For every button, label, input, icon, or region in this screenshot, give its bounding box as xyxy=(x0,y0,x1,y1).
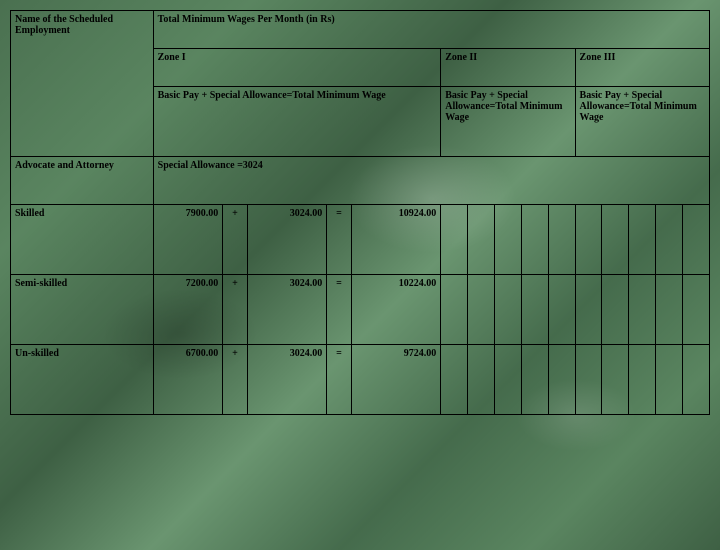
empty-cell xyxy=(682,345,709,415)
zone2-header: Zone II xyxy=(441,49,575,87)
empty-cell xyxy=(468,275,495,345)
empty-cell xyxy=(602,205,629,275)
basic-pay: 7900.00 xyxy=(153,205,223,275)
empty-cell xyxy=(575,275,602,345)
empty-cell xyxy=(656,205,683,275)
eq-op: = xyxy=(327,275,351,345)
plus-op: + xyxy=(223,205,247,275)
empty-cell xyxy=(575,205,602,275)
zone2-formula: Basic Pay + Special Allowance=Total Mini… xyxy=(441,87,575,157)
empty-cell xyxy=(629,275,656,345)
row-label: Un-skilled xyxy=(11,345,154,415)
empty-cell xyxy=(575,345,602,415)
empty-cell xyxy=(602,275,629,345)
basic-pay: 7200.00 xyxy=(153,275,223,345)
zone1-header: Zone I xyxy=(153,49,441,87)
row-label: Semi-skilled xyxy=(11,275,154,345)
zone1-formula: Basic Pay + Special Allowance=Total Mini… xyxy=(153,87,441,157)
allowance-text: Special Allowance =3024 xyxy=(153,157,709,205)
empty-cell xyxy=(548,205,575,275)
plus-op: + xyxy=(223,275,247,345)
row-label: Skilled xyxy=(11,205,154,275)
empty-cell xyxy=(521,345,548,415)
empty-cell xyxy=(441,205,468,275)
plus-op: + xyxy=(223,345,247,415)
empty-cell xyxy=(656,275,683,345)
empty-cell xyxy=(656,345,683,415)
minimum-wages-table: Name of the Scheduled Employment Total M… xyxy=(10,10,710,415)
empty-cell xyxy=(521,275,548,345)
empty-cell xyxy=(468,205,495,275)
col-header-employment: Name of the Scheduled Employment xyxy=(11,11,154,157)
total-val: 10924.00 xyxy=(351,205,441,275)
allowance-val: 3024.00 xyxy=(247,275,327,345)
empty-cell xyxy=(494,345,521,415)
empty-cell xyxy=(441,275,468,345)
empty-cell xyxy=(494,205,521,275)
eq-op: = xyxy=(327,205,351,275)
allowance-val: 3024.00 xyxy=(247,205,327,275)
total-val: 10224.00 xyxy=(351,275,441,345)
zone3-header: Zone III xyxy=(575,49,709,87)
empty-cell xyxy=(468,345,495,415)
allowance-val: 3024.00 xyxy=(247,345,327,415)
empty-cell xyxy=(682,275,709,345)
empty-cell xyxy=(441,345,468,415)
empty-cell xyxy=(521,205,548,275)
empty-cell xyxy=(629,205,656,275)
allowance-label: Advocate and Attorney xyxy=(11,157,154,205)
basic-pay: 6700.00 xyxy=(153,345,223,415)
empty-cell xyxy=(682,205,709,275)
empty-cell xyxy=(494,275,521,345)
empty-cell xyxy=(548,275,575,345)
empty-cell xyxy=(602,345,629,415)
eq-op: = xyxy=(327,345,351,415)
zone3-formula: Basic Pay + Special Allowance=Total Mini… xyxy=(575,87,709,157)
empty-cell xyxy=(629,345,656,415)
empty-cell xyxy=(548,345,575,415)
total-val: 9724.00 xyxy=(351,345,441,415)
col-header-total: Total Minimum Wages Per Month (in Rs) xyxy=(153,11,709,49)
